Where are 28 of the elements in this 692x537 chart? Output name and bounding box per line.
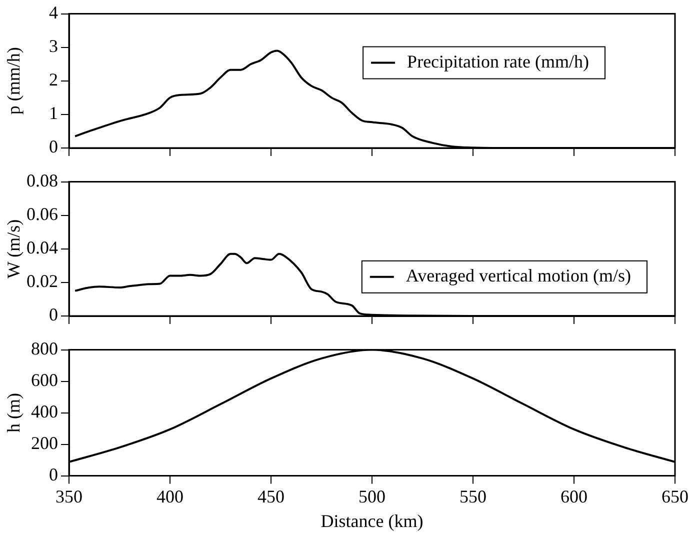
y-tick-label: 0: [49, 136, 58, 157]
y-tick-label: 0.04: [26, 238, 58, 258]
y-tick-label: 400: [31, 402, 58, 422]
y-axis-title: h (m): [4, 393, 24, 433]
y-tick-label: 1: [49, 103, 58, 124]
x-tick-label: 350: [56, 486, 82, 506]
y-tick-label: 0.06: [26, 204, 58, 224]
x-tick-label: 550: [460, 486, 486, 506]
legend-label: Averaged vertical motion (m/s): [406, 266, 632, 286]
y-tick-label: 3: [49, 36, 58, 56]
y-tick-label: 0: [49, 304, 58, 325]
y-tick-label: 0: [49, 464, 58, 485]
y-tick-label: 200: [31, 433, 58, 454]
x-tick-label: 450: [258, 486, 284, 506]
y-tick-label: 0.02: [26, 271, 58, 292]
x-axis-title: Distance (km): [320, 510, 424, 531]
x-tick-label: 650: [662, 486, 688, 506]
y-axis-title: W (m/s): [4, 219, 24, 278]
y-tick-label: 2: [49, 70, 58, 90]
y-tick-label: 4: [49, 2, 58, 23]
x-tick-label: 500: [358, 486, 386, 506]
legend-label: Precipitation rate (mm/h): [407, 52, 590, 72]
y-tick-label: 600: [31, 370, 58, 390]
y-axis-title: p (mm/h): [4, 47, 24, 115]
x-tick-label: 400: [156, 486, 184, 506]
x-tick-label: 600: [560, 486, 588, 506]
y-tick-label: 800: [31, 338, 58, 359]
y-tick-label: 0.08: [26, 170, 58, 191]
